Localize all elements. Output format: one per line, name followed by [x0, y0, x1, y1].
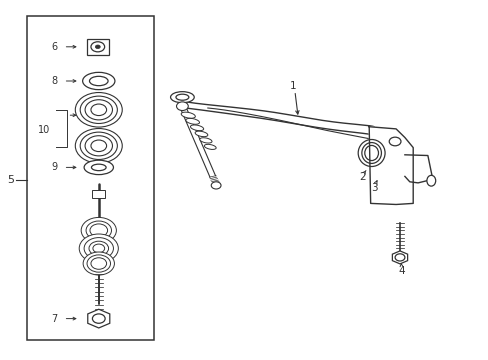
- Circle shape: [90, 224, 107, 237]
- Ellipse shape: [84, 160, 113, 175]
- Circle shape: [91, 104, 106, 116]
- Circle shape: [80, 96, 117, 123]
- Ellipse shape: [361, 143, 381, 163]
- Text: 2: 2: [359, 172, 366, 182]
- Text: 4: 4: [398, 266, 405, 276]
- Ellipse shape: [170, 92, 194, 103]
- Circle shape: [80, 132, 117, 159]
- Ellipse shape: [190, 125, 203, 131]
- Circle shape: [84, 238, 113, 259]
- Ellipse shape: [364, 145, 378, 161]
- Text: 1: 1: [289, 81, 296, 91]
- Ellipse shape: [199, 138, 212, 143]
- Circle shape: [86, 221, 111, 240]
- Ellipse shape: [181, 112, 195, 118]
- Ellipse shape: [176, 94, 188, 100]
- Text: 6: 6: [52, 42, 58, 52]
- Circle shape: [176, 102, 188, 111]
- Circle shape: [388, 137, 400, 146]
- Circle shape: [83, 252, 114, 275]
- Circle shape: [75, 93, 122, 127]
- Text: 5: 5: [7, 175, 14, 185]
- Circle shape: [92, 314, 105, 323]
- Circle shape: [79, 234, 118, 263]
- FancyBboxPatch shape: [92, 190, 105, 198]
- Polygon shape: [87, 309, 110, 328]
- Circle shape: [85, 136, 112, 156]
- Ellipse shape: [89, 76, 108, 86]
- Circle shape: [91, 140, 106, 152]
- Ellipse shape: [357, 140, 385, 166]
- Circle shape: [87, 255, 110, 272]
- Circle shape: [81, 217, 116, 243]
- FancyBboxPatch shape: [87, 39, 108, 55]
- Ellipse shape: [195, 131, 207, 137]
- Text: 9: 9: [52, 162, 58, 172]
- Circle shape: [91, 42, 104, 52]
- Ellipse shape: [185, 118, 199, 124]
- Circle shape: [95, 45, 100, 49]
- Text: 10: 10: [38, 125, 50, 135]
- Circle shape: [75, 129, 122, 163]
- Ellipse shape: [91, 164, 106, 171]
- Polygon shape: [391, 251, 407, 264]
- Ellipse shape: [426, 175, 435, 186]
- Circle shape: [85, 100, 112, 120]
- Text: 7: 7: [52, 314, 58, 324]
- FancyBboxPatch shape: [27, 16, 154, 340]
- Circle shape: [89, 241, 108, 256]
- Polygon shape: [404, 155, 432, 183]
- Circle shape: [211, 182, 221, 189]
- Circle shape: [394, 254, 404, 261]
- Polygon shape: [368, 127, 412, 204]
- Ellipse shape: [82, 72, 115, 90]
- Circle shape: [93, 244, 104, 253]
- Text: 3: 3: [370, 183, 377, 193]
- Text: 8: 8: [52, 76, 58, 86]
- Circle shape: [91, 258, 106, 269]
- Ellipse shape: [204, 144, 216, 149]
